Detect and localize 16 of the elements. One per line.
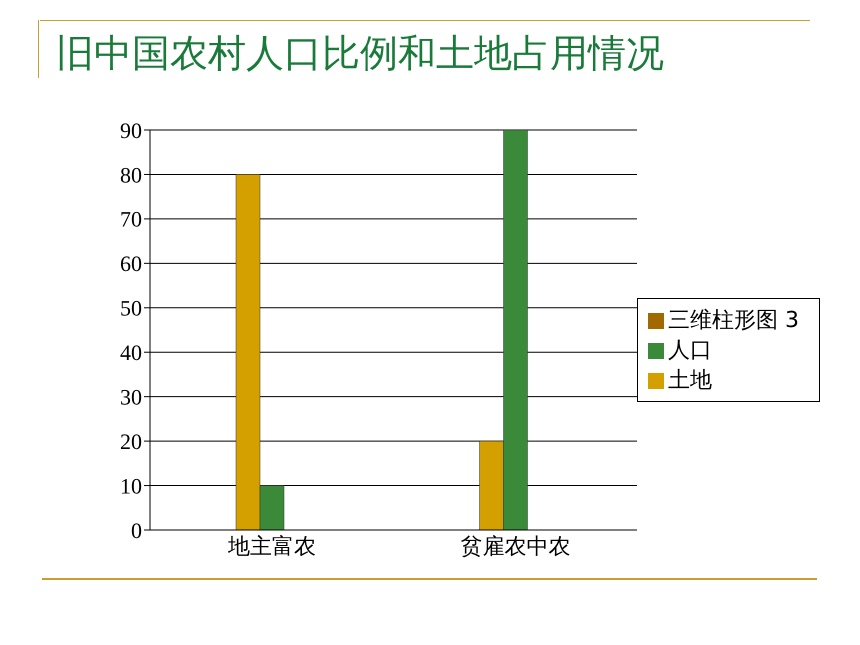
y-tick-label: 40 [120, 340, 142, 366]
y-tick-label: 60 [120, 251, 142, 276]
y-tick-label: 70 [120, 206, 142, 232]
y-tick-label: 20 [120, 428, 142, 454]
legend-label: 土地 [668, 368, 712, 393]
legend-label: 人口 [668, 338, 712, 363]
y-tick-label: 80 [120, 162, 142, 188]
y-tick-label: 50 [120, 296, 142, 321]
legend-label: 三维柱形图 3 [668, 308, 799, 333]
y-tick-label: 90 [120, 118, 142, 143]
y-tick-label: 10 [120, 473, 142, 498]
x-tick-label: 贫雇农中农 [460, 534, 570, 560]
chart-title: 旧中国农村人口比例和土地占用情况 [56, 30, 664, 77]
y-tick-label: 30 [120, 384, 142, 410]
y-tick-label: 0 [131, 518, 142, 543]
x-tick-label: 地主富农 [226, 534, 316, 560]
